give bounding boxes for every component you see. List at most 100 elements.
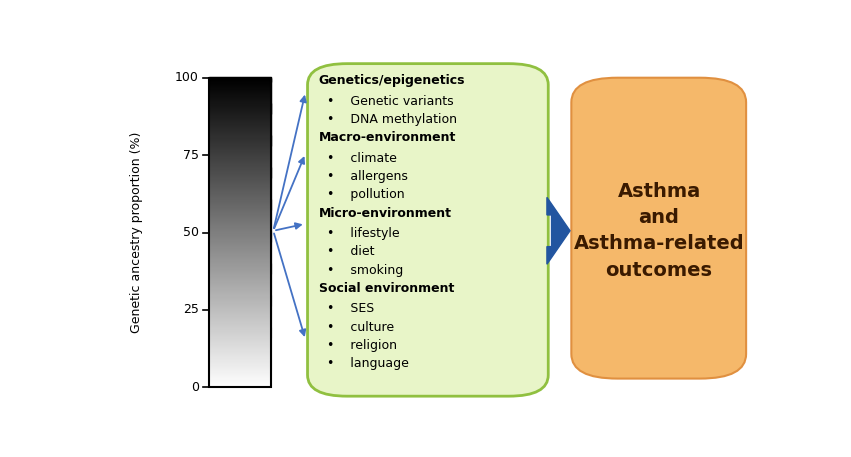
Bar xyxy=(208,343,271,344)
Bar xyxy=(208,215,271,216)
FancyBboxPatch shape xyxy=(571,78,746,378)
Bar xyxy=(208,151,271,152)
Bar xyxy=(208,311,271,312)
Text: Asthma: Asthma xyxy=(618,182,700,201)
Bar xyxy=(208,372,271,374)
Bar xyxy=(208,133,271,134)
Bar xyxy=(208,202,271,204)
Bar xyxy=(208,315,271,316)
Bar xyxy=(208,243,271,244)
Bar xyxy=(208,198,271,200)
Bar xyxy=(208,96,271,97)
Bar xyxy=(208,309,271,311)
Bar xyxy=(208,125,271,126)
Text: Genetics/epigenetics: Genetics/epigenetics xyxy=(319,74,465,87)
Bar xyxy=(208,90,271,91)
Bar xyxy=(208,347,271,348)
Bar xyxy=(208,358,271,360)
Bar xyxy=(208,156,271,157)
Text: •    culture: • culture xyxy=(327,320,394,334)
Bar xyxy=(208,322,271,324)
Bar xyxy=(208,262,271,264)
Bar xyxy=(208,112,271,114)
Bar xyxy=(208,101,271,102)
Bar xyxy=(208,329,271,330)
Bar xyxy=(208,317,271,318)
Bar xyxy=(208,81,271,83)
Bar xyxy=(208,218,271,219)
Bar xyxy=(208,377,271,378)
Bar xyxy=(208,332,271,334)
Bar xyxy=(208,276,271,278)
Text: •    allergens: • allergens xyxy=(327,170,408,183)
Bar xyxy=(208,217,271,218)
Bar xyxy=(208,257,271,258)
Bar xyxy=(208,340,271,341)
Bar xyxy=(208,231,271,233)
Bar xyxy=(208,354,271,356)
Bar xyxy=(208,116,271,117)
Bar xyxy=(208,265,271,266)
Bar xyxy=(208,224,271,225)
Bar xyxy=(208,341,271,343)
Bar xyxy=(208,308,271,309)
Text: Macro-environment: Macro-environment xyxy=(319,131,456,144)
Bar xyxy=(208,213,271,214)
Text: •    Genetic variants: • Genetic variants xyxy=(327,95,454,107)
Bar xyxy=(208,95,271,96)
Bar xyxy=(208,374,271,375)
Bar xyxy=(208,197,271,198)
Bar xyxy=(208,303,271,304)
Bar xyxy=(208,314,271,315)
Bar xyxy=(208,201,271,202)
Bar xyxy=(208,362,271,364)
Bar xyxy=(208,87,271,88)
Bar xyxy=(208,155,271,156)
Bar xyxy=(208,345,271,346)
Bar xyxy=(208,160,271,161)
Bar xyxy=(208,250,271,251)
Bar xyxy=(208,149,271,151)
Bar xyxy=(208,225,271,226)
Bar xyxy=(208,321,271,322)
Bar xyxy=(208,169,271,170)
Text: Micro-environment: Micro-environment xyxy=(319,207,452,219)
Bar xyxy=(208,307,271,308)
Bar xyxy=(208,162,271,164)
Bar xyxy=(208,376,271,377)
Bar xyxy=(208,227,271,228)
FancyBboxPatch shape xyxy=(307,64,548,396)
Bar xyxy=(208,187,271,188)
Bar xyxy=(208,137,271,138)
Bar xyxy=(208,337,271,339)
Text: •    climate: • climate xyxy=(327,152,397,165)
Bar xyxy=(208,256,271,257)
Bar xyxy=(208,251,271,252)
Bar xyxy=(208,80,271,82)
Bar xyxy=(208,331,271,333)
Bar xyxy=(208,128,271,129)
Bar xyxy=(208,241,271,243)
Text: •    religion: • religion xyxy=(327,339,397,352)
Bar xyxy=(208,176,271,178)
Bar xyxy=(208,203,271,205)
Bar xyxy=(208,248,271,249)
Bar xyxy=(208,336,271,338)
Bar xyxy=(208,229,271,230)
Bar xyxy=(208,213,271,215)
Bar xyxy=(208,115,271,116)
Bar xyxy=(208,385,271,386)
Bar xyxy=(208,254,271,255)
Bar xyxy=(208,193,271,194)
Bar xyxy=(208,131,271,133)
Bar xyxy=(208,105,271,106)
Bar xyxy=(208,330,271,332)
Bar xyxy=(208,293,271,294)
Bar xyxy=(208,92,271,93)
Bar xyxy=(208,369,271,371)
Bar xyxy=(208,276,271,277)
Bar xyxy=(208,207,271,209)
Bar xyxy=(208,352,271,353)
Bar xyxy=(208,244,271,246)
Bar xyxy=(208,168,271,170)
